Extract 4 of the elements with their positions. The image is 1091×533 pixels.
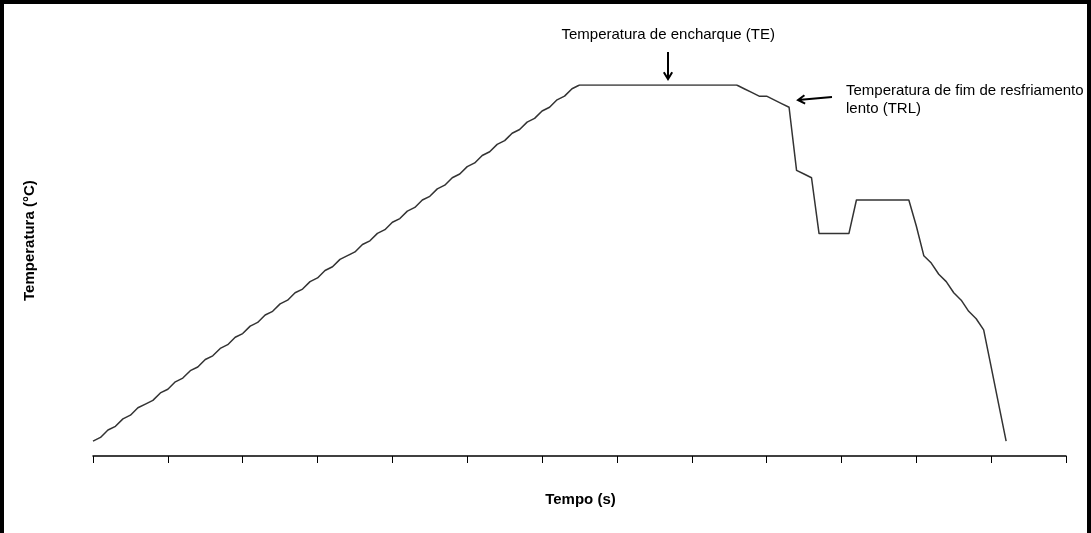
annotation: Temperatura de fim de resfriamento lento (TRL) xyxy=(846,81,1085,117)
text: Temperatura de encharque (TE) xyxy=(561,25,775,43)
y-axis-title: Temperatura (°C) xyxy=(20,179,37,301)
x-axis-title: Tempo (s) xyxy=(544,490,617,507)
